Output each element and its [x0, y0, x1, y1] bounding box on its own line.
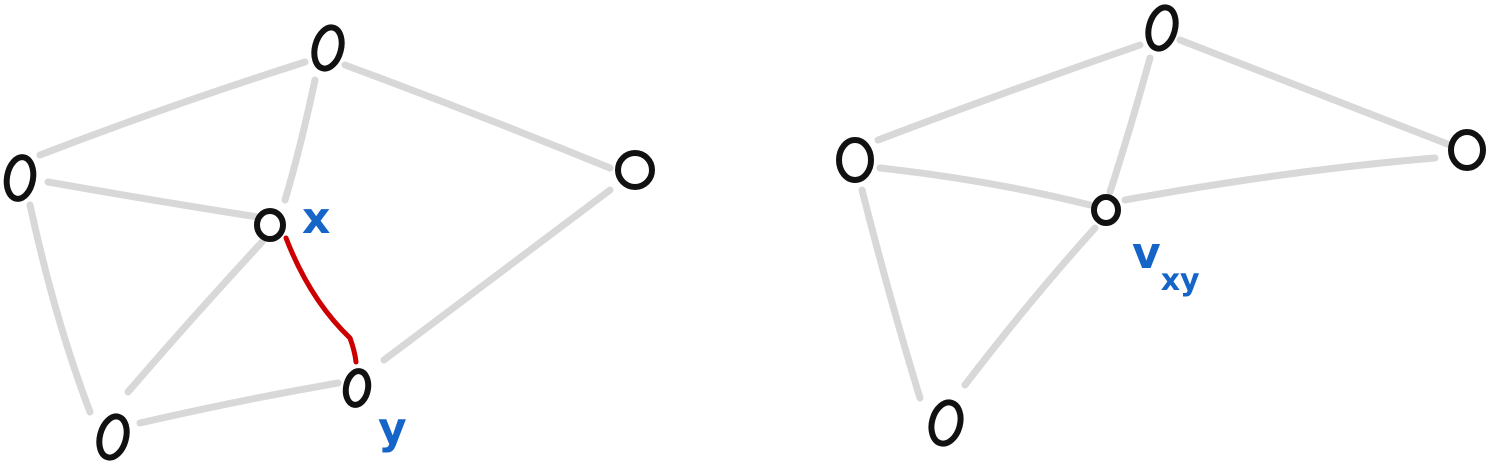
edge-left-top	[874, 41, 1144, 144]
node-top	[1145, 4, 1179, 52]
edge-left-bottom	[858, 186, 924, 402]
edge-top-vxy	[1106, 54, 1154, 196]
node-vxy	[1091, 194, 1121, 226]
edge-x-y-highlighted	[283, 235, 359, 365]
left-edges	[26, 58, 614, 427]
right-edges	[858, 36, 1454, 402]
edge-top-right	[341, 61, 614, 172]
edge-vxy-right	[1121, 154, 1439, 204]
label-vxy-base: v	[1132, 228, 1161, 279]
left-nodes	[3, 24, 655, 461]
edge-left-x	[44, 178, 262, 221]
node-bottom	[928, 399, 964, 447]
edge-bottom-y	[136, 379, 342, 427]
label-x: x	[302, 193, 330, 244]
edge-left-vxy	[876, 164, 1094, 209]
node-left	[3, 154, 37, 202]
edge-right-y	[380, 186, 614, 364]
edge-left-node-top	[36, 58, 309, 159]
edge-x-bottom	[124, 238, 266, 396]
label-vxy-subscript: xy	[1161, 263, 1200, 298]
node-y	[342, 368, 372, 408]
node-left	[836, 137, 874, 183]
edge-top-right	[1176, 36, 1454, 149]
node-right	[615, 150, 655, 190]
edge-vxy-bottom	[961, 224, 1099, 389]
left-graph: x y	[3, 24, 655, 461]
node-bottom	[96, 413, 130, 461]
right-graph: vxy	[836, 4, 1486, 447]
label-vxy: vxy	[1132, 228, 1200, 298]
node-x	[254, 208, 286, 242]
label-y: y	[378, 403, 407, 454]
node-top	[311, 24, 345, 72]
edge-left-bottom	[26, 201, 94, 416]
right-nodes	[836, 4, 1486, 447]
node-right	[1448, 129, 1486, 171]
edge-top-x	[281, 76, 319, 204]
